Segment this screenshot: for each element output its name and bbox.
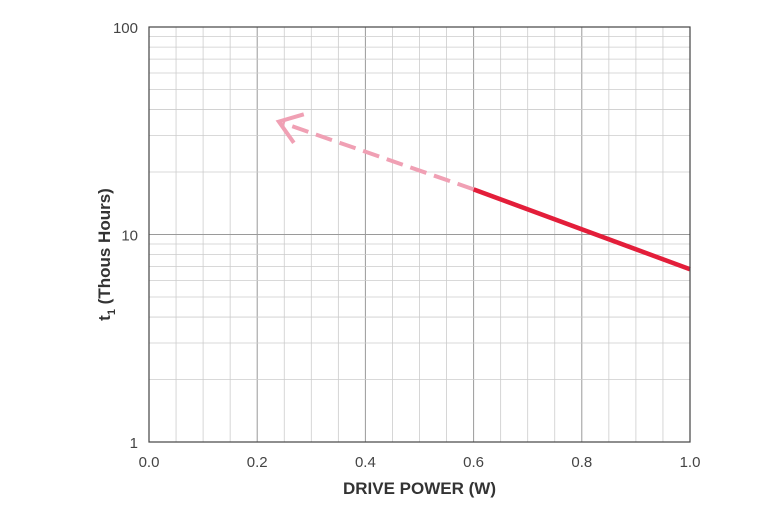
x-tick-label: 0.0 [139, 454, 160, 471]
tick-labels: 0.0 0.2 0.4 0.6 0.8 1.0 1 10 100 [113, 20, 700, 471]
plot-frame [148, 26, 691, 443]
y-axis-title-unit: (Thous Hours) [95, 188, 114, 309]
x-tick-label: 0.2 [247, 454, 268, 471]
grid [149, 27, 690, 442]
x-tick-label: 0.4 [355, 454, 376, 471]
x-tick-label: 0.6 [463, 454, 484, 471]
extrapolation-arrowhead [275, 112, 305, 144]
x-tick-label: 1.0 [680, 454, 701, 471]
series-layer [275, 112, 691, 272]
y-tick-label: 1 [130, 435, 138, 452]
extrapolated-dashed-line [281, 121, 475, 192]
x-tick-label: 0.8 [571, 454, 592, 471]
y-tick-label: 100 [113, 20, 138, 37]
y-axis-title: t1 (Thous Hours) [95, 188, 118, 321]
x-axis-title: DRIVE POWER (W) [343, 479, 496, 498]
lifetime-solid-line [472, 187, 691, 272]
y-axis-title-main: t [95, 315, 114, 321]
y-axis-title-subscript: 1 [106, 309, 118, 315]
y-tick-label: 10 [121, 228, 138, 245]
